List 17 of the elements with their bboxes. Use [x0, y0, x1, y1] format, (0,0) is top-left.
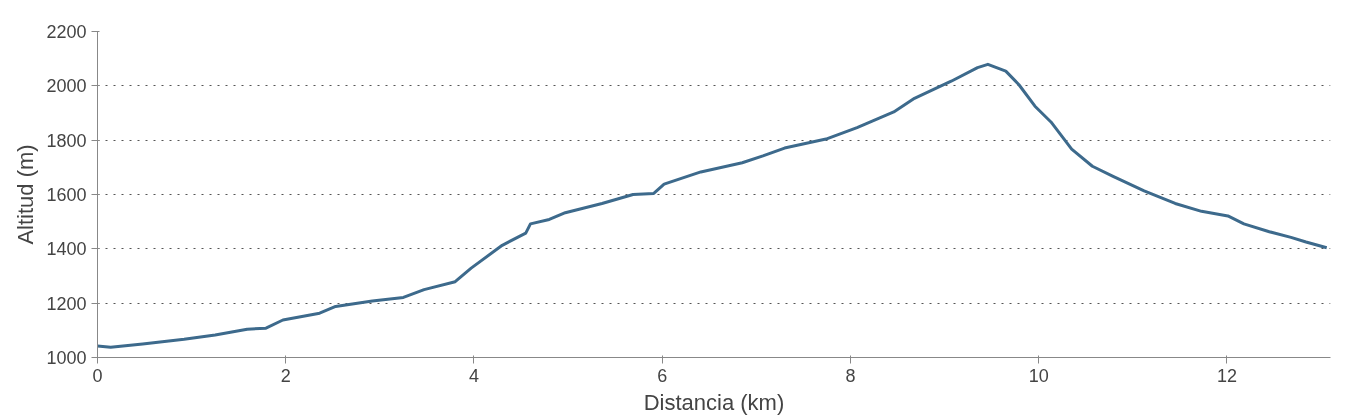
y-tick-label: 1000: [46, 348, 87, 368]
y-tick-label: 2200: [46, 22, 87, 42]
y-tick-label: 1800: [46, 130, 87, 151]
y-tick-label: 2000: [46, 76, 87, 97]
y-axis-title: Altitud (m): [13, 144, 39, 245]
x-axis-title: Distancia (km): [643, 389, 785, 415]
x-tick-label: 10: [1028, 365, 1049, 386]
line-series: [97, 62, 1329, 349]
x-tick-label: 12: [1216, 365, 1237, 386]
y-tick-label: 1400: [46, 239, 87, 260]
x-tick-label: 6: [657, 365, 668, 386]
y-tick-label: 1600: [46, 185, 87, 205]
x-tick-label: 4: [468, 365, 479, 386]
x-tick-label: 2: [280, 365, 291, 386]
x-tick-label: 0: [92, 365, 103, 386]
y-tick-label: 1200: [46, 293, 87, 314]
x-tick-label: 8: [845, 365, 856, 386]
